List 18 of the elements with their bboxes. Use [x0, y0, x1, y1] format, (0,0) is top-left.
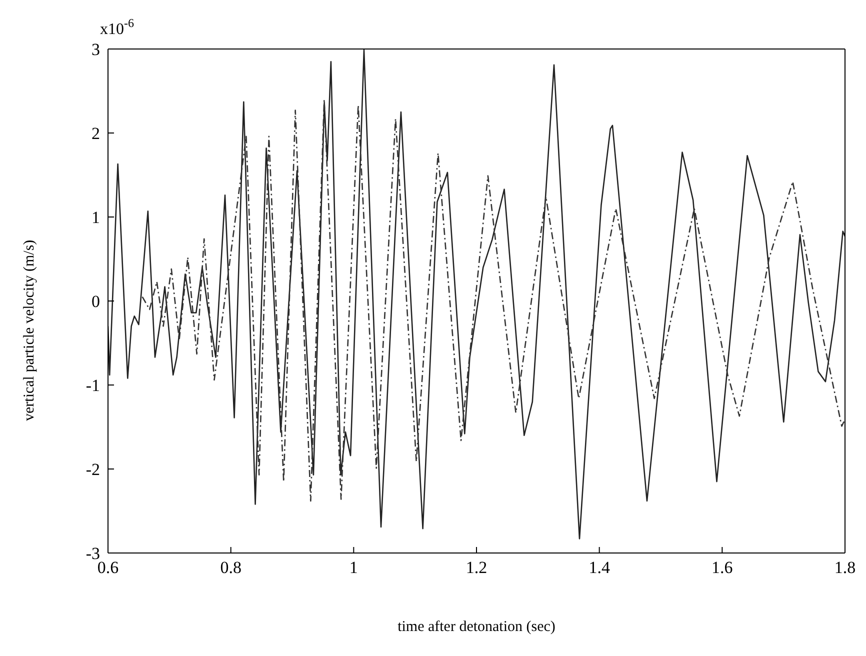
y-tick-label: 1	[92, 208, 100, 228]
x-axis-title: time after detonation (sec)	[398, 619, 556, 635]
y-tick-label: -3	[86, 544, 100, 564]
y-tick-label: -1	[86, 376, 100, 396]
y-tick-label: -2	[86, 460, 100, 480]
text: x10$^{-6}$	[100, 16, 134, 38]
x-tick-label: 1.2	[466, 558, 488, 578]
x-tick-label: 1.6	[712, 558, 733, 578]
x-tick-label: 1.4	[588, 558, 610, 578]
x-tick-label: 1.8	[834, 558, 856, 578]
x-tick-label: 0.8	[220, 558, 242, 578]
line-series	[142, 98, 845, 502]
y-tick-label: 2	[92, 124, 100, 144]
y-tick-label: 3	[92, 40, 100, 60]
y-axis-title: vertical particle velocity (m/s)	[21, 240, 38, 421]
y-tick-label: 0	[92, 292, 100, 312]
x-tick-label: 1	[349, 558, 358, 578]
x-tick-label: 0.6	[97, 558, 119, 578]
